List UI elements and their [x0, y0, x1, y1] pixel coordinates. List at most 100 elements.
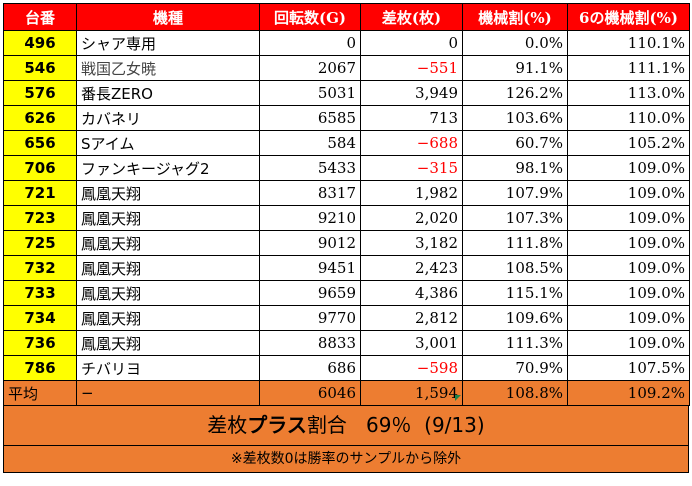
payout-rate: 0.0%	[462, 30, 568, 56]
machine-type: カバネリ	[76, 105, 260, 131]
setting6-payout-rate: 109.0%	[567, 155, 690, 181]
table-row: 725 鳳凰天翔 9012 3,182 111.8% 109.0%	[3, 230, 690, 256]
table-row: 723 鳳凰天翔 9210 2,020 107.3% 109.0%	[3, 205, 690, 231]
spin-count: 9451	[259, 255, 361, 281]
medal-difference: −598	[360, 355, 463, 381]
average-medal-difference: 1,594	[360, 380, 463, 406]
machine-number: 496	[3, 30, 77, 56]
setting6-payout-rate: 109.0%	[567, 230, 690, 256]
spin-count: 9210	[259, 205, 361, 231]
machine-type: 鳳凰天翔	[76, 180, 260, 206]
medal-difference: 2,020	[360, 205, 463, 231]
header-payout-rate: 機械割(%)	[462, 3, 568, 31]
machine-number: 733	[3, 280, 77, 306]
machine-type: 鳳凰天翔	[76, 280, 260, 306]
average-row: 平均 −6046 1,594 108.8% 109.2%	[3, 380, 690, 406]
spin-count: 9659	[259, 280, 361, 306]
header-machine-type: 機種	[76, 3, 260, 31]
average-label: 平均	[3, 380, 77, 406]
spin-count: 8317	[259, 180, 361, 206]
medal-difference: −551	[360, 55, 463, 81]
setting6-payout-rate: 113.0%	[567, 80, 690, 106]
machine-type: Sアイム	[76, 130, 260, 156]
summary-label-a: 差枚	[207, 413, 248, 437]
machine-number: 734	[3, 305, 77, 331]
machine-type: 番長ZERO	[76, 80, 260, 106]
spin-count: 0	[259, 30, 361, 56]
header-setting6-payout-rate: 6の機械割(%)	[567, 3, 690, 31]
setting6-payout-rate: 109.0%	[567, 255, 690, 281]
table-row: 656 Sアイム 584 −688 60.7% 105.2%	[3, 130, 690, 156]
setting6-payout-rate: 109.0%	[567, 205, 690, 231]
payout-rate: 70.9%	[462, 355, 568, 381]
table-row: 626 カバネリ 6585 713 103.6% 110.0%	[3, 105, 690, 131]
payout-rate: 111.3%	[462, 330, 568, 356]
setting6-payout-rate: 109.0%	[567, 180, 690, 206]
setting6-payout-rate: 109.0%	[567, 280, 690, 306]
medal-difference: 0	[360, 30, 463, 56]
medal-difference: 2,423	[360, 255, 463, 281]
setting6-payout-rate: 111.1%	[567, 55, 690, 81]
plus-ratio-summary: 差枚プラス割合 69％ (9/13)	[4, 406, 688, 446]
machine-type: 鳳凰天翔	[76, 205, 260, 231]
spin-count: 2067	[259, 55, 361, 81]
table-row: 496 シャア専用 0 0 0.0% 110.1%	[3, 30, 690, 56]
machine-type: ファンキージャグ2	[76, 155, 260, 181]
medal-difference: 2,812	[360, 305, 463, 331]
spin-count: 686	[259, 355, 361, 381]
spin-count: 5031	[259, 80, 361, 106]
machine-type: 鳳凰天翔	[76, 330, 260, 356]
medal-difference: 3,182	[360, 230, 463, 256]
payout-rate: 107.9%	[462, 180, 568, 206]
summary-label-c: 割合	[306, 413, 347, 437]
medal-difference: −688	[360, 130, 463, 156]
average-spins: 6046	[259, 380, 361, 406]
exclusion-note: ※差枚数0は勝率のサンプルから除外	[230, 451, 462, 467]
results-table: 台番 機種 回転数(G) 差枚(枚) 機械割(%) 6の機械割(%) 496 シャ…	[3, 3, 690, 406]
table-row: 733 鳳凰天翔 9659 4,386 115.1% 109.0%	[3, 280, 690, 306]
setting6-payout-rate: 110.1%	[567, 30, 690, 56]
payout-rate: 108.5%	[462, 255, 568, 281]
machine-number: 626	[3, 105, 77, 131]
machine-number: 786	[3, 355, 77, 381]
machine-number: 725	[3, 230, 77, 256]
setting6-payout-rate: 109.0%	[567, 305, 690, 331]
payout-rate: 91.1%	[462, 55, 568, 81]
machine-number: 721	[3, 180, 77, 206]
machine-number: 736	[3, 330, 77, 356]
average-payout-rate: 108.8%	[462, 380, 568, 406]
header-machine-number: 台番	[3, 3, 77, 31]
header-row: 台番 機種 回転数(G) 差枚(枚) 機械割(%) 6の機械割(%)	[3, 3, 690, 31]
header-medal-difference: 差枚(枚)	[360, 3, 463, 31]
table-row: 732 鳳凰天翔 9451 2,423 108.5% 109.0%	[3, 255, 690, 281]
medal-difference: 1,982	[360, 180, 463, 206]
machine-number: 723	[3, 205, 77, 231]
machine-number: 656	[3, 130, 77, 156]
summary-label-b: プラス	[247, 413, 307, 437]
spin-count: 6585	[259, 105, 361, 131]
table-row: 734 鳳凰天翔 9770 2,812 109.6% 109.0%	[3, 305, 690, 331]
machine-number: 706	[3, 155, 77, 181]
machine-type: 鳳凰天翔	[76, 230, 260, 256]
spin-count: 584	[259, 130, 361, 156]
payout-rate: 111.8%	[462, 230, 568, 256]
machine-number: 576	[3, 80, 77, 106]
machine-number: 732	[3, 255, 77, 281]
cell-comment-marker	[455, 395, 461, 401]
table-row: 721 鳳凰天翔 8317 1,982 107.9% 109.0%	[3, 180, 690, 206]
table-row: 706 ファンキージャグ2 5433 −315 98.1% 109.0%	[3, 155, 690, 181]
spin-count: 9012	[259, 230, 361, 256]
setting6-payout-rate: 110.0%	[567, 105, 690, 131]
machine-type: 鳳凰天翔	[76, 255, 260, 281]
medal-difference: −315	[360, 155, 463, 181]
machine-type: 戦国乙女暁	[76, 55, 260, 81]
average-machine-type: −	[76, 380, 260, 406]
payout-rate: 107.3%	[462, 205, 568, 231]
payout-rate: 126.2%	[462, 80, 568, 106]
medal-difference: 4,386	[360, 280, 463, 306]
spin-count: 8833	[259, 330, 361, 356]
setting6-payout-rate: 109.0%	[567, 330, 690, 356]
average-setting6-payout-rate: 109.2%	[567, 380, 690, 406]
table-row: 546 戦国乙女暁 2067 −551 91.1% 111.1%	[3, 55, 690, 81]
payout-rate: 98.1%	[462, 155, 568, 181]
